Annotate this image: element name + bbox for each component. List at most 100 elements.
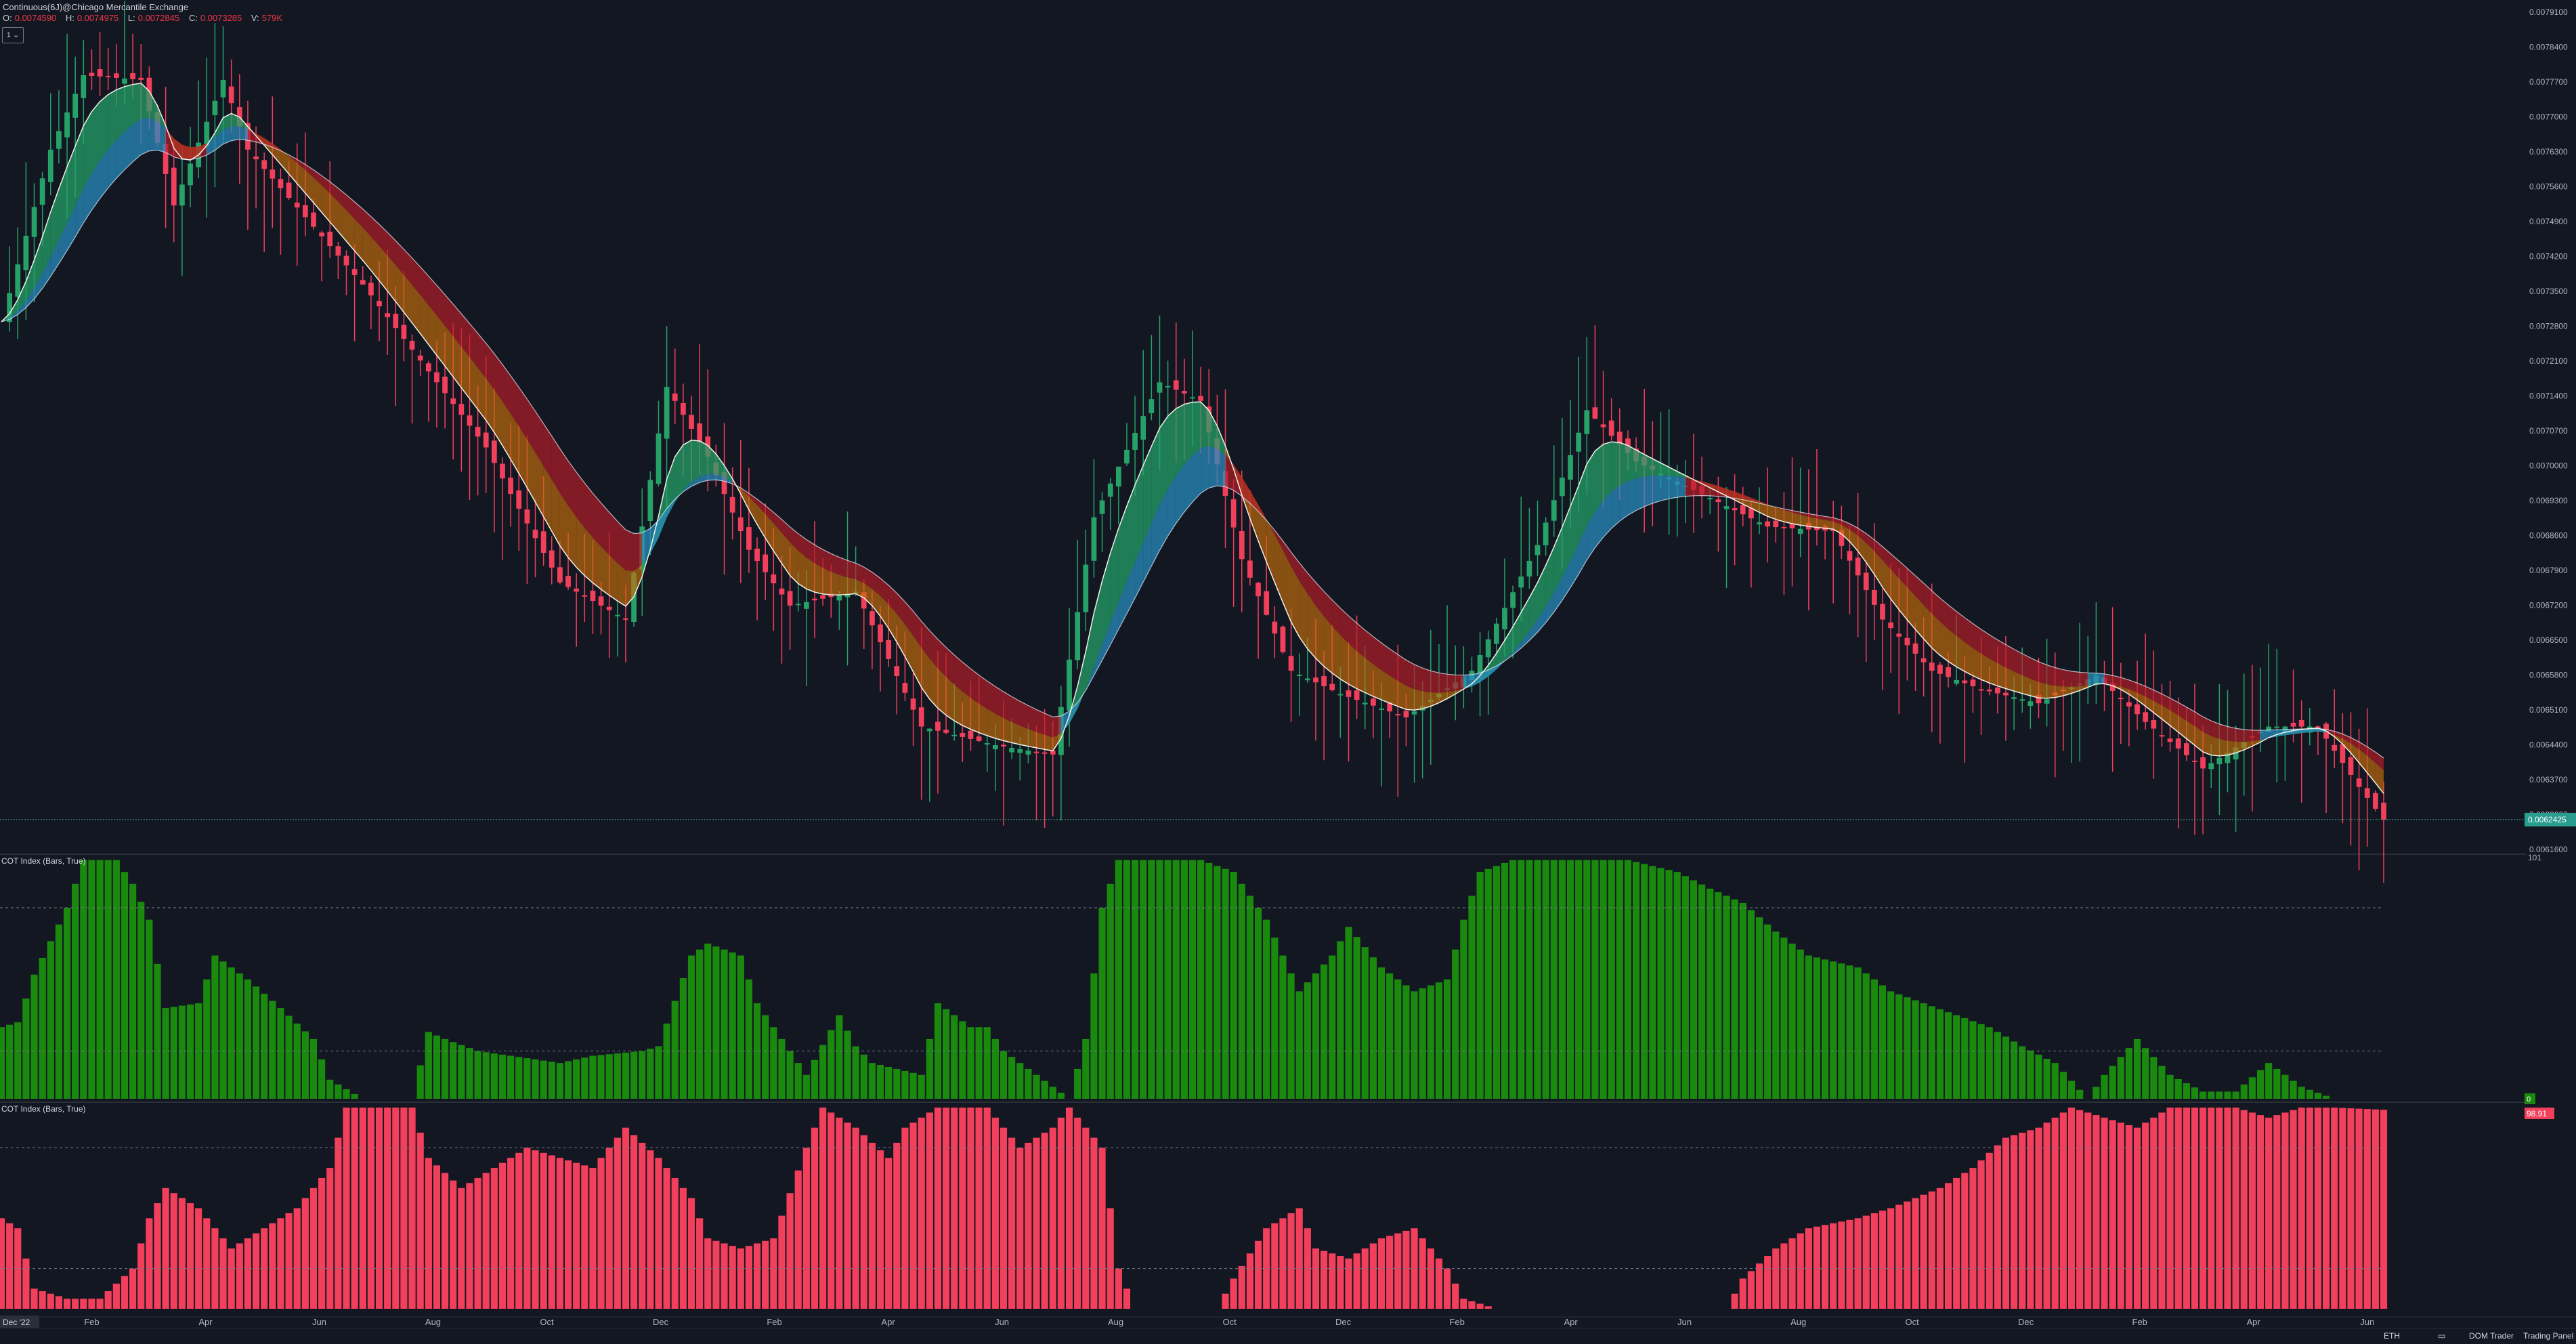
candle-body	[1412, 711, 1417, 714]
cot-long-bar	[1082, 1039, 1089, 1099]
price-tick-label: 0.0075600	[2529, 182, 2568, 192]
cot-short-bar	[1386, 1236, 1393, 1309]
ribbon-band-outer	[1020, 726, 1028, 746]
cot-short-bar	[1279, 1218, 1286, 1309]
cot-long-bar	[992, 1039, 999, 1099]
candle-body	[475, 427, 481, 436]
cot-long-bar	[844, 1031, 851, 1099]
candle-body	[1494, 624, 1499, 644]
cot-short-bar	[1394, 1234, 1401, 1309]
cot-long-bar	[2035, 1055, 2042, 1099]
cot-short-bar	[318, 1178, 325, 1309]
candle-body	[442, 377, 448, 393]
candle-body	[1182, 391, 1187, 394]
cot-long-bar	[704, 944, 711, 1099]
trading-panel-button[interactable]: Trading Panel	[2523, 1331, 2573, 1341]
cot-long-bar	[967, 1027, 974, 1099]
volume-value: 579K	[262, 13, 282, 23]
candle-body	[812, 599, 817, 601]
candle-body	[1100, 501, 1105, 514]
candle-body	[1921, 658, 1927, 663]
candle-body	[1132, 433, 1138, 450]
candle-body	[1297, 675, 1302, 676]
cot-short-bar	[1855, 1218, 1862, 1309]
candle-body	[664, 387, 670, 438]
cot-long-bar	[2323, 1096, 2330, 1099]
cot-long-bar	[211, 956, 218, 1099]
cot-short-bar	[639, 1143, 645, 1309]
ribbon-band-outer	[691, 440, 700, 482]
cot-short-bar	[6, 1223, 13, 1309]
cot-short-bar	[622, 1128, 629, 1309]
cot-short-bar	[1937, 1188, 1944, 1309]
ribbon-band-outer	[1348, 644, 1356, 689]
cot-long-bar	[105, 860, 112, 1099]
candle-body	[352, 269, 358, 275]
cot-long-bar	[540, 1061, 547, 1099]
time-tick-label: Oct	[540, 1317, 554, 1327]
cot-short-bar	[442, 1173, 448, 1309]
candle-body	[344, 256, 349, 266]
cot-short-bar	[507, 1158, 514, 1309]
cot-short-bar	[1780, 1243, 1787, 1309]
time-tick-label: Feb	[767, 1317, 781, 1327]
high-key: H:	[66, 13, 74, 23]
ribbon-band-outer	[979, 704, 987, 736]
calendar-icon[interactable]: ▭	[2438, 1331, 2445, 1341]
cot-long-bar	[1871, 980, 1878, 1099]
candle-body	[484, 433, 489, 448]
cot-long-bar	[1805, 956, 1812, 1099]
cot-short-bar	[901, 1128, 908, 1309]
candle-body	[1707, 498, 1713, 499]
candle-body	[1124, 450, 1130, 463]
ribbon-band-inner	[2096, 673, 2104, 684]
candle-body	[130, 73, 135, 79]
dom-trader-button[interactable]: DOM Trader	[2469, 1331, 2514, 1341]
cot-short-bar	[795, 1171, 802, 1309]
candle-body	[2168, 738, 2173, 742]
candle-body	[508, 478, 513, 494]
candle-body	[319, 232, 324, 236]
cot-short-bar	[557, 1158, 563, 1309]
cot-short-bar	[1345, 1259, 1352, 1309]
cot-short-bar	[2216, 1108, 2223, 1309]
cot-long-bar	[219, 961, 226, 1099]
cot-long-bar	[1559, 860, 1566, 1099]
candle-body	[1995, 688, 2000, 693]
candle-body	[1576, 433, 1581, 452]
cot-long-bar	[1370, 957, 1377, 1099]
cot-short-bar	[195, 1208, 202, 1309]
cot-short-bar	[2175, 1108, 2182, 1309]
candle-body	[426, 363, 431, 371]
candle-body	[2134, 705, 2140, 715]
candle-body	[763, 555, 768, 572]
time-tick-label: Oct	[1906, 1317, 1920, 1327]
candle-body	[1025, 751, 1031, 755]
ribbon-band-outer	[1998, 663, 2006, 688]
cot-short-bars	[0, 1108, 2387, 1309]
cot-short-bar	[589, 1168, 596, 1309]
ribbon-band-outer	[601, 547, 609, 595]
cot-long-bar	[1715, 892, 1721, 1099]
candle-body	[2208, 763, 2214, 770]
cot-short-bar	[269, 1223, 276, 1309]
cot-long-bar	[1452, 950, 1459, 1099]
candle-body	[1149, 399, 1154, 413]
candle-body	[253, 156, 259, 159]
cot-long-bar	[2158, 1066, 2165, 1099]
bottom-toolbar: ETH ▭ DOM Trader Trading Panel	[0, 1328, 2576, 1344]
cot-short-bar	[2019, 1133, 2025, 1309]
cot-long-bar	[1411, 991, 1417, 1099]
cot-long-bars	[0, 860, 2330, 1099]
currency-select[interactable]: ETH	[2384, 1331, 2400, 1341]
cot-long-bar	[14, 1022, 21, 1099]
cot-short-bar	[1863, 1216, 1870, 1309]
cot-long-bar	[1042, 1081, 1048, 1099]
cot-short-bar	[943, 1108, 949, 1309]
cot-short-bar	[0, 1218, 5, 1309]
price-tick-label: 0.0074200	[2529, 252, 2568, 261]
ribbon-band-inner	[1644, 476, 1652, 506]
timeframe-button[interactable]: 1 ⌄	[2, 27, 24, 43]
candle-body	[188, 164, 193, 186]
